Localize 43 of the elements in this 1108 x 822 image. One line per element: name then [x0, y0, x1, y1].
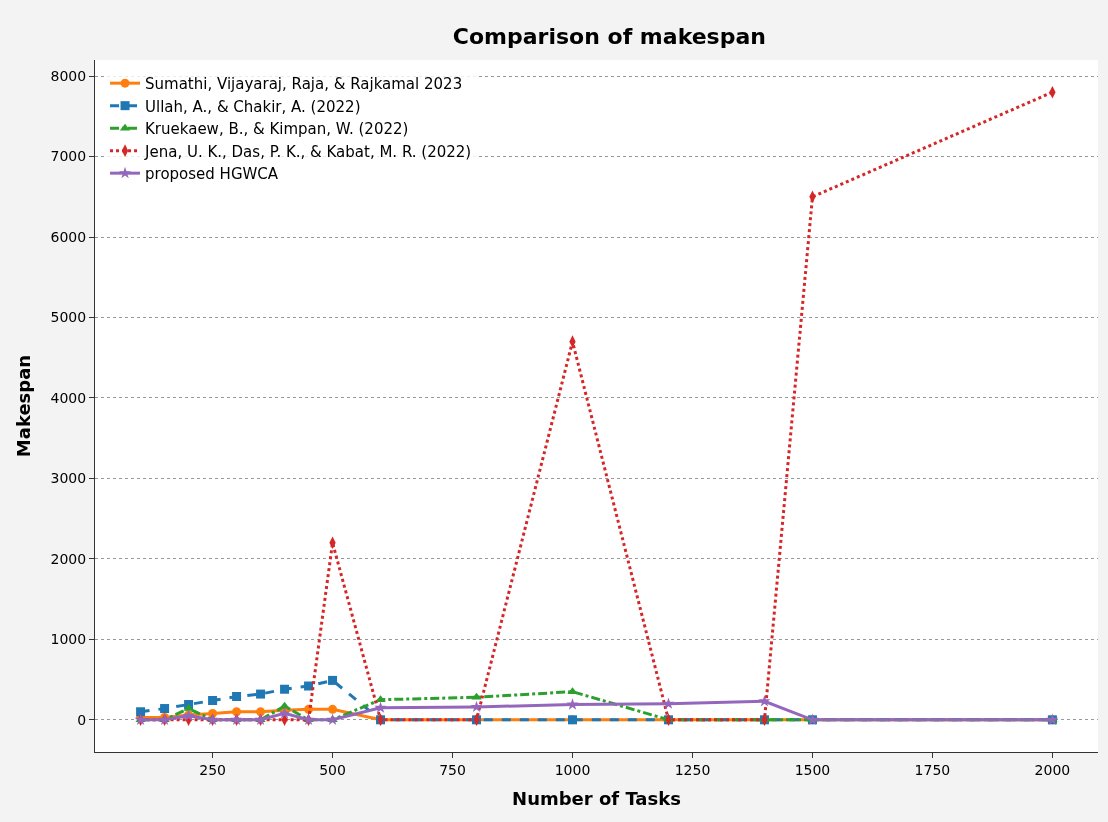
legend-label: proposed HGWCA [145, 165, 279, 184]
x-tick-label: 1250 [674, 761, 711, 778]
point [758, 695, 771, 707]
point [566, 698, 579, 710]
point [304, 681, 314, 691]
point [136, 707, 146, 717]
point [256, 689, 266, 699]
x-tick-label: 750 [439, 761, 466, 778]
point [278, 707, 291, 719]
x-tick-label: 500 [319, 761, 346, 778]
point [328, 704, 338, 714]
y-tick-label: 2000 [50, 550, 87, 567]
y-tick-label: 4000 [50, 389, 87, 406]
point [232, 707, 242, 717]
x-tick-label: 2000 [1034, 761, 1071, 778]
y-tick-label: 3000 [50, 470, 87, 487]
point [232, 691, 242, 701]
x-tick-label: 1750 [914, 761, 951, 778]
chart-title: Comparison of makespan [452, 24, 766, 50]
point [471, 692, 482, 700]
x-tick-label: 250 [199, 761, 226, 778]
y-tick-label: 1000 [50, 631, 87, 648]
point [328, 675, 338, 685]
point [470, 700, 483, 713]
y-tick-label: 5000 [50, 309, 87, 326]
point [160, 704, 170, 714]
point [256, 707, 266, 717]
y-tick-label: 7000 [50, 148, 87, 165]
point [208, 696, 218, 705]
point [374, 701, 387, 713]
y-tick-label: 6000 [50, 228, 87, 245]
legend-label: Sumathi, Vijayaraj, Raja, & Rajkamal 2023 [145, 75, 463, 94]
point [280, 684, 290, 694]
legend-label: Kruekaew, B., & Kimpan, W. (2022) [145, 120, 409, 139]
point [662, 697, 675, 709]
x-tick-label: 1500 [794, 761, 831, 778]
y-tick-label: 0 [77, 711, 87, 728]
y-tick-label: 8000 [50, 67, 87, 84]
x-tick-label: 1000 [554, 761, 591, 778]
legend-label: Jena, U. K., Das, P. K., & Kabat, M. R. (2022) [144, 142, 472, 161]
x-axis-title: Number of Tasks [512, 787, 681, 809]
legend-label: Ullah, A., & Chakir, A. (2022) [145, 97, 361, 116]
y-axis-title: Makespan [12, 354, 34, 458]
